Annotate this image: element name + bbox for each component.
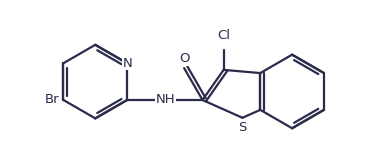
- Text: Br: Br: [44, 93, 59, 106]
- Text: N: N: [122, 57, 132, 70]
- Text: Cl: Cl: [217, 29, 230, 42]
- Text: NH: NH: [156, 93, 176, 106]
- Text: S: S: [238, 121, 246, 134]
- Text: O: O: [179, 52, 189, 65]
